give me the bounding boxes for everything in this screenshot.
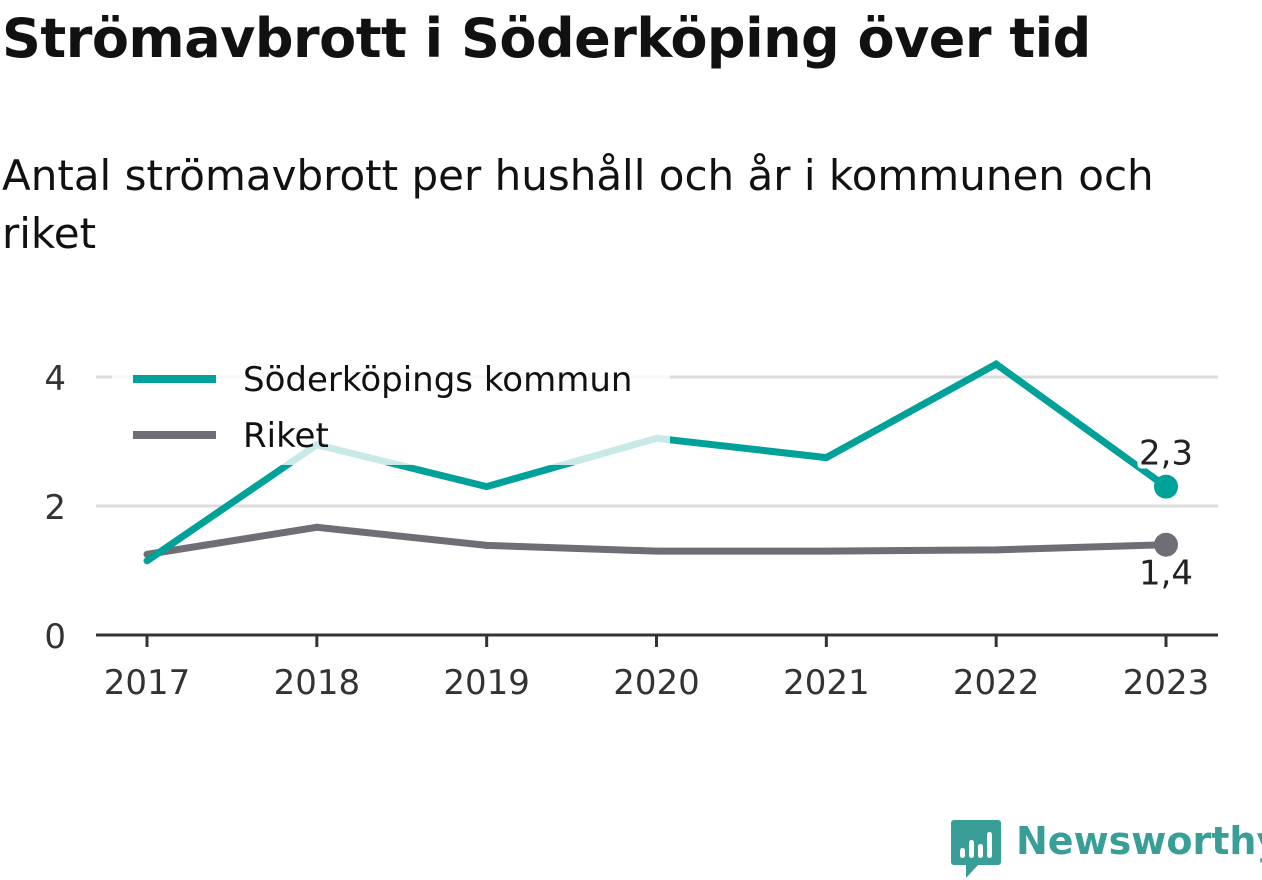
brand-name: Newsworthy	[1016, 819, 1262, 863]
data-point-soderkoping-2019	[483, 483, 491, 491]
data-point-riket-2021	[822, 547, 830, 555]
end-label-halo: 1,4	[1139, 554, 1193, 594]
x-axis: 2017 2018 2019 2020 2021 2022 2023	[96, 633, 1218, 703]
data-point-riket-2019	[483, 541, 491, 549]
y-tick-label: 4	[44, 359, 66, 399]
data-point-riket-2020	[653, 547, 660, 555]
data-point-soderkoping-2021	[822, 454, 830, 462]
data-point-soderkoping-2017	[143, 557, 151, 565]
y-tick-label: 0	[44, 617, 66, 657]
end-marker-riket	[1154, 532, 1178, 557]
y-tick-label: 2	[44, 488, 66, 528]
newsworthy-brand: Newsworthy	[950, 818, 1262, 880]
legend-label-riket: Riket	[243, 416, 329, 456]
legend-background	[112, 352, 670, 465]
legend-label-soderkoping: Söderköpings kommun	[243, 360, 632, 400]
chart-subtitle: Antal strömavbrott per hushåll och år i …	[2, 151, 1154, 258]
x-tick-label: 2019	[443, 663, 530, 703]
x-tick-label: 2022	[953, 663, 1040, 703]
end-label-riket: 1,4	[1139, 554, 1193, 594]
end-label-soderkoping: 2,3	[1139, 434, 1193, 474]
data-point-riket-2018	[313, 523, 321, 531]
x-tick-label: 2018	[274, 663, 361, 703]
data-point-riket-2022	[992, 546, 1000, 554]
legend: Söderköpings kommun Riket	[133, 360, 632, 456]
x-tick-label: 2020	[613, 663, 700, 703]
x-tick-label: 2017	[104, 663, 191, 703]
end-label-halo: 2,3	[1139, 434, 1193, 474]
data-point-soderkoping-2022	[992, 360, 1000, 368]
end-markers: 2,32,31,41,4	[1135, 430, 1197, 598]
x-tick-label: 2021	[783, 663, 870, 703]
x-tick-label: 2023	[1123, 663, 1210, 703]
end-marker-soderkoping	[1154, 474, 1178, 499]
chart-title: Strömavbrott i Söderköping över tid	[2, 7, 1091, 70]
newsworthy-logo-icon	[951, 820, 1001, 878]
